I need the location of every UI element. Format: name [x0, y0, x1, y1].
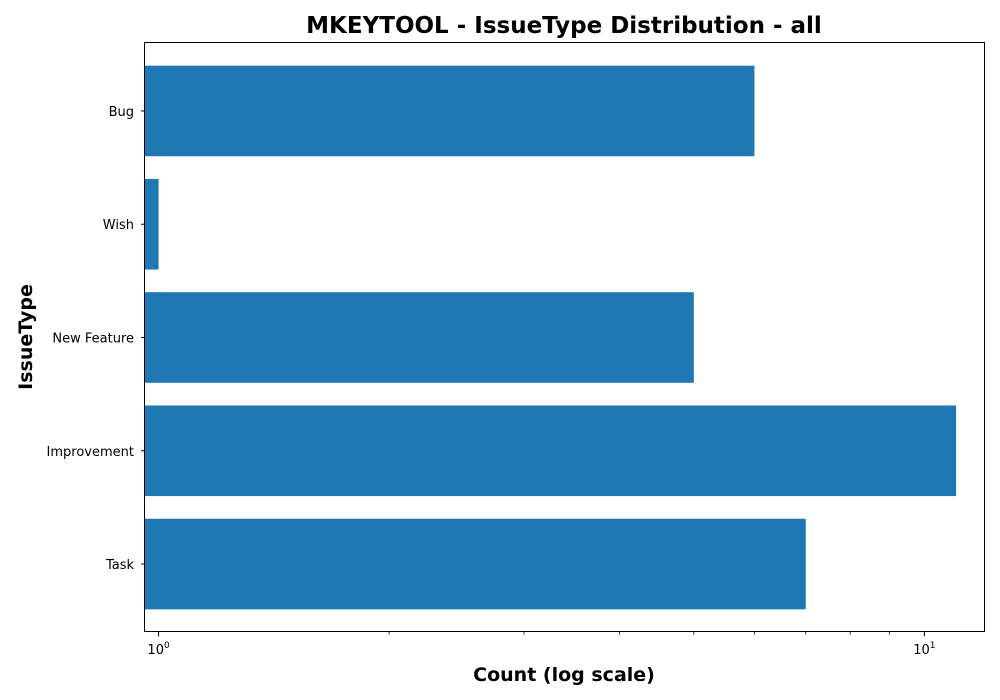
y-axis-label: IssueType: [15, 284, 37, 390]
bar-new-feature: [145, 292, 694, 383]
x-tick-label-10-1: 101: [913, 641, 935, 658]
bar-bug: [145, 65, 755, 157]
bar-wish: [145, 178, 159, 270]
y-tick-label-improvement: Improvement: [47, 445, 134, 460]
y-tick-label-wish: Wish: [103, 218, 134, 233]
plot-frame: [144, 42, 985, 632]
bars-group: [145, 65, 957, 610]
bar-task: [145, 518, 806, 610]
y-tick-label-task: Task: [105, 558, 135, 573]
y-ticks-group: Bug Wish New Feature Improvement Task: [47, 105, 145, 573]
y-tick-label-bug: Bug: [109, 105, 134, 120]
x-tick-label-10-0: 100: [147, 641, 170, 658]
x-axis-label: Count (log scale): [473, 664, 655, 686]
bar-improvement: [145, 405, 957, 497]
x-ticks-group: 100 101: [147, 632, 936, 658]
chart-title: MKEYTOOL - IssueType Distribution - all: [306, 13, 822, 39]
y-tick-label-new-feature: New Feature: [52, 332, 134, 347]
